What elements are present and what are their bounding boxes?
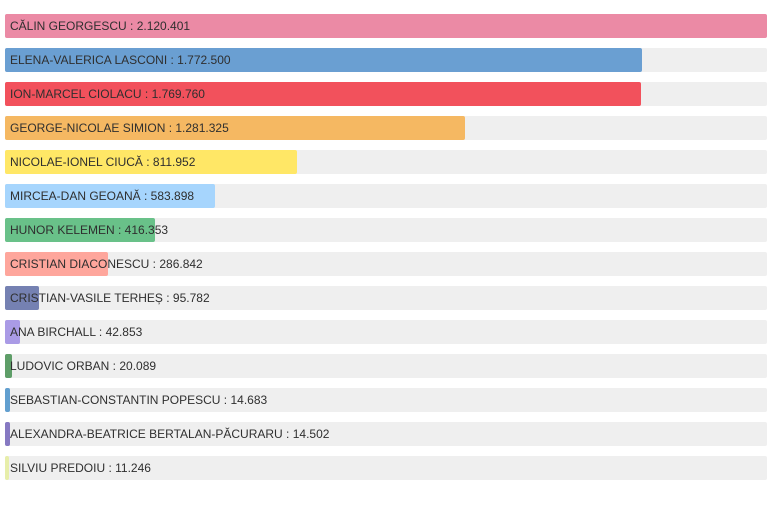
bar bbox=[5, 456, 9, 480]
bar-row: SILVIU PREDOIU : 11.246 bbox=[5, 456, 767, 480]
bar bbox=[5, 150, 297, 174]
bar bbox=[5, 252, 108, 276]
bar-row: GEORGE-NICOLAE SIMION : 1.281.325 bbox=[5, 116, 767, 140]
bar-row: HUNOR KELEMEN : 416.353 bbox=[5, 218, 767, 242]
bar-label: ION-MARCEL CIOLACU : 1.769.760 bbox=[10, 87, 205, 101]
bar-label: CRISTIAN-VASILE TERHEȘ : 95.782 bbox=[10, 291, 210, 305]
bar bbox=[5, 184, 215, 208]
bar bbox=[5, 422, 10, 446]
bar-row: ANA BIRCHALL : 42.853 bbox=[5, 320, 767, 344]
bar bbox=[5, 286, 39, 310]
bar-row: NICOLAE-IONEL CIUCĂ : 811.952 bbox=[5, 150, 767, 174]
bar-row: ELENA-VALERICA LASCONI : 1.772.500 bbox=[5, 48, 767, 72]
bar bbox=[5, 82, 641, 106]
bar-label: LUDOVIC ORBAN : 20.089 bbox=[10, 359, 157, 373]
bar-label: ANA BIRCHALL : 42.853 bbox=[10, 325, 143, 339]
bar-label: NICOLAE-IONEL CIUCĂ : 811.952 bbox=[10, 155, 196, 169]
bar-row: CRISTIAN DIACONESCU : 286.842 bbox=[5, 252, 767, 276]
bar-row: MIRCEA-DAN GEOANĂ : 583.898 bbox=[5, 184, 767, 208]
bar bbox=[5, 320, 20, 344]
bar-row: LUDOVIC ORBAN : 20.089 bbox=[5, 354, 767, 378]
bar-label: CRISTIAN DIACONESCU : 286.842 bbox=[10, 257, 203, 271]
bar-label: ELENA-VALERICA LASCONI : 1.772.500 bbox=[10, 53, 231, 67]
bar bbox=[5, 354, 12, 378]
bar bbox=[5, 14, 767, 38]
bar-label: SILVIU PREDOIU : 11.246 bbox=[10, 461, 151, 475]
bar-row: CRISTIAN-VASILE TERHEȘ : 95.782 bbox=[5, 286, 767, 310]
bar bbox=[5, 116, 465, 140]
bar-label: MIRCEA-DAN GEOANĂ : 583.898 bbox=[10, 189, 195, 203]
bar bbox=[5, 48, 642, 72]
bar-label: CĂLIN GEORGESCU : 2.120.401 bbox=[10, 19, 191, 33]
bar-row: ALEXANDRA-BEATRICE BERTALAN-PĂCURARU : 1… bbox=[5, 422, 767, 446]
bar-row: SEBASTIAN-CONSTANTIN POPESCU : 14.683 bbox=[5, 388, 767, 412]
bar-label: ALEXANDRA-BEATRICE BERTALAN-PĂCURARU : 1… bbox=[10, 427, 330, 441]
bar bbox=[5, 218, 155, 242]
bar-row: ION-MARCEL CIOLACU : 1.769.760 bbox=[5, 82, 767, 106]
bar-label: HUNOR KELEMEN : 416.353 bbox=[10, 223, 169, 237]
bar-label: GEORGE-NICOLAE SIMION : 1.281.325 bbox=[10, 121, 229, 135]
bar-row: CĂLIN GEORGESCU : 2.120.401 bbox=[5, 14, 767, 38]
bar-label: SEBASTIAN-CONSTANTIN POPESCU : 14.683 bbox=[10, 393, 268, 407]
bar bbox=[5, 388, 10, 412]
